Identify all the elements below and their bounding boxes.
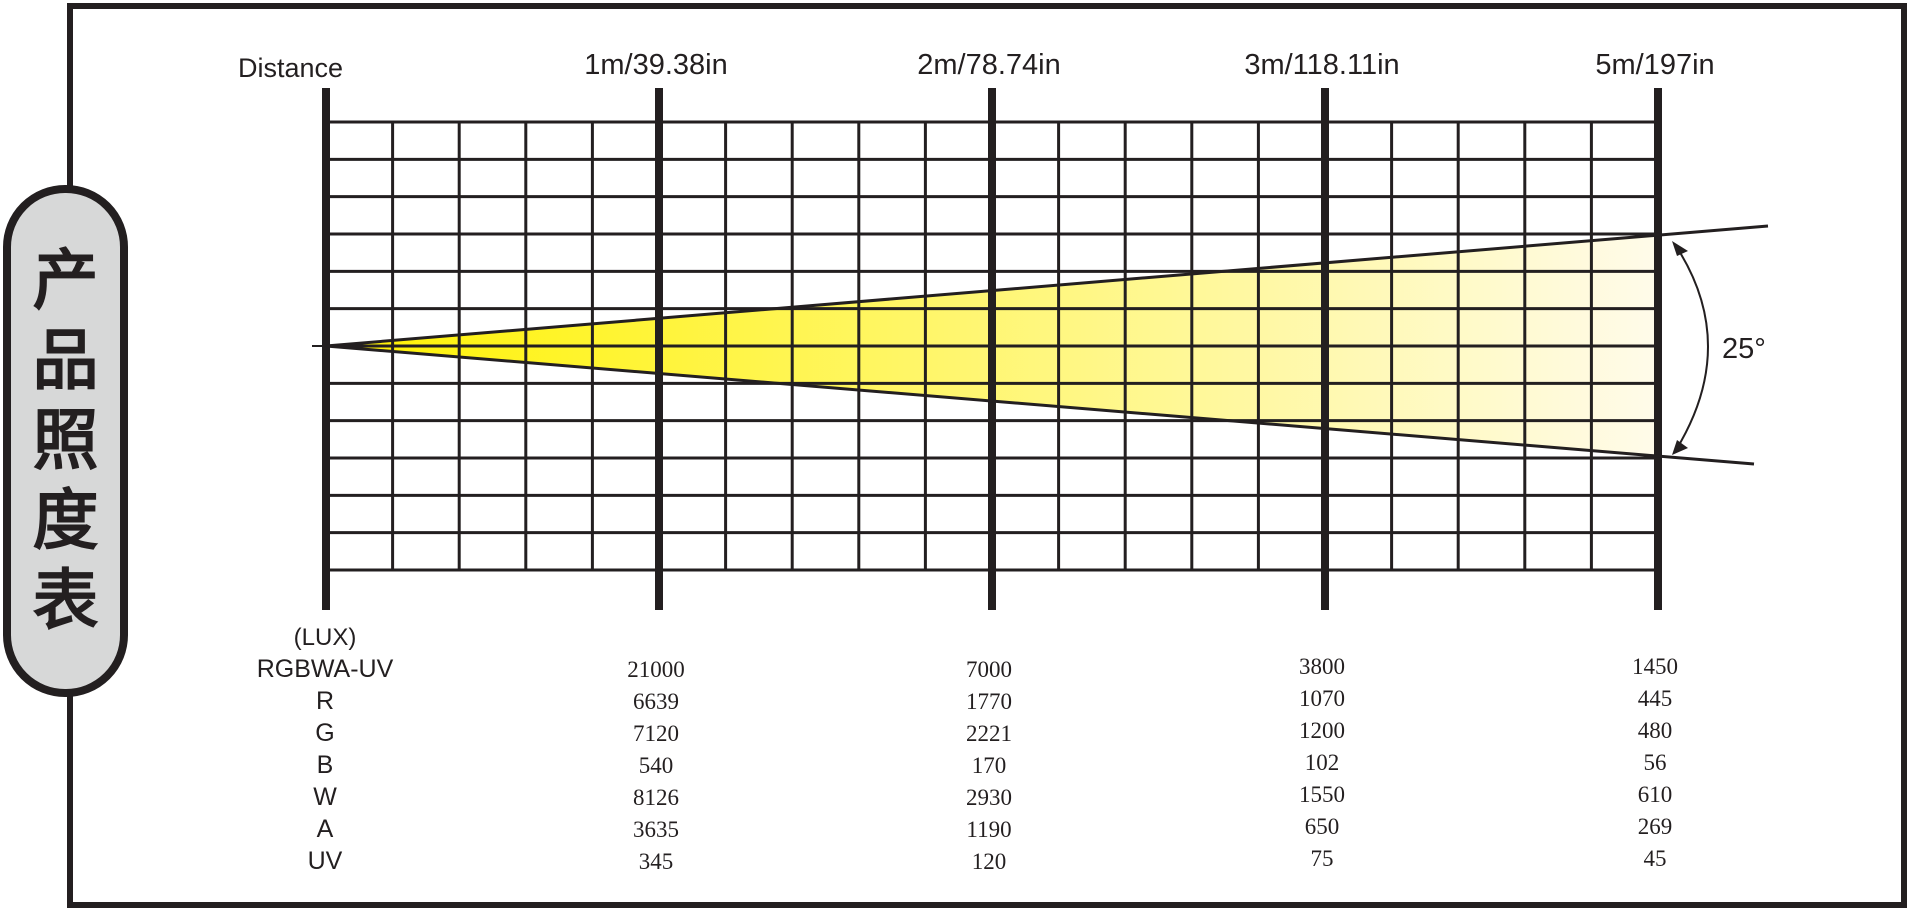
table-cell-value: 540 [639,753,674,778]
table-cell-value: 102 [1305,750,1340,775]
table-cell-value: 1770 [966,689,1012,714]
table-cell-value: 75 [1311,846,1334,871]
table-row-label: R [316,687,334,715]
table-cell-value: 45 [1644,846,1667,871]
table-cell-value: 650 [1305,814,1340,839]
distance-label: Distance [238,53,343,83]
table-cell-value: 1550 [1299,782,1345,807]
table-cell-value: 1450 [1632,654,1678,679]
table-cell-value: 2221 [966,721,1012,746]
side-title-char: 表 [32,562,99,639]
table-cell-value: 3800 [1299,654,1345,679]
table-cell-value: 480 [1638,718,1673,743]
distance-header: 2m/78.74in [917,49,1061,81]
table-cell-value: 1190 [966,817,1011,842]
side-title-char: 照 [32,402,99,479]
distance-header: 1m/39.38in [584,49,728,81]
distance-grid [322,88,1662,610]
table-cell-value: 269 [1638,814,1673,839]
table-row-label: W [313,783,337,811]
table-cell-value: 3635 [633,817,679,842]
table-cell-value: 21000 [627,657,685,682]
side-title-char: 度 [32,482,99,559]
table-row-label: A [317,815,334,843]
table-row-label: UV [308,847,343,875]
beam-angle-arc [1675,245,1709,451]
table-cell-value: 6639 [633,689,679,714]
table-cell-value: 445 [1638,686,1673,711]
unit-label: (LUX) [294,624,357,651]
side-title-char: 品 [32,322,99,399]
arc-arrowhead-top [1672,241,1688,256]
table-cell-value: 345 [639,849,674,874]
table-cell-value: 120 [972,849,1007,874]
beam-edge-bottom [325,344,1755,466]
diagram-frame [67,3,1907,908]
table-row-label: G [315,719,334,747]
side-title-tab: 产 品 照 度 表 [3,185,128,697]
table-cell-value: 1070 [1299,686,1345,711]
distance-header: 3m/118.11in [1244,49,1399,81]
arc-arrowhead-bottom [1672,440,1688,455]
table-cell-value: 610 [1638,782,1673,807]
distance-header: 5m/197in [1595,49,1714,81]
table-row-label: B [317,751,334,779]
beam-edge-top [325,224,1769,348]
table-row-label: RGBWA-UV [257,655,394,683]
table-cell-value: 56 [1644,750,1667,775]
table-cell-value: 1200 [1299,718,1345,743]
beam-angle-label: 25° [1722,333,1766,365]
table-cell-value: 170 [972,753,1007,778]
table-cell-value: 2930 [966,785,1012,810]
table-cell-value: 7120 [633,721,679,746]
side-title-char: 产 [32,242,99,319]
table-cell-value: 8126 [633,785,679,810]
table-cell-value: 7000 [966,657,1012,682]
